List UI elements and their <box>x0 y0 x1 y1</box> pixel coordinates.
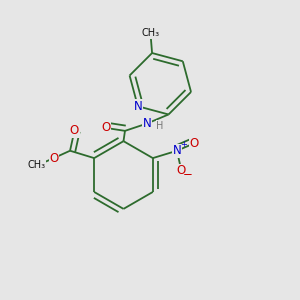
Text: N: N <box>143 117 152 130</box>
Text: H: H <box>156 121 164 131</box>
Text: O: O <box>189 137 199 150</box>
Text: O: O <box>70 124 79 137</box>
Text: CH₃: CH₃ <box>28 160 46 170</box>
Text: N: N <box>172 144 181 157</box>
Text: O: O <box>177 164 186 177</box>
Text: −: − <box>183 168 193 181</box>
Text: CH₃: CH₃ <box>142 28 160 38</box>
Text: N: N <box>134 100 142 113</box>
Text: O: O <box>101 122 110 134</box>
Text: O: O <box>49 152 58 165</box>
Text: +: + <box>181 140 188 149</box>
